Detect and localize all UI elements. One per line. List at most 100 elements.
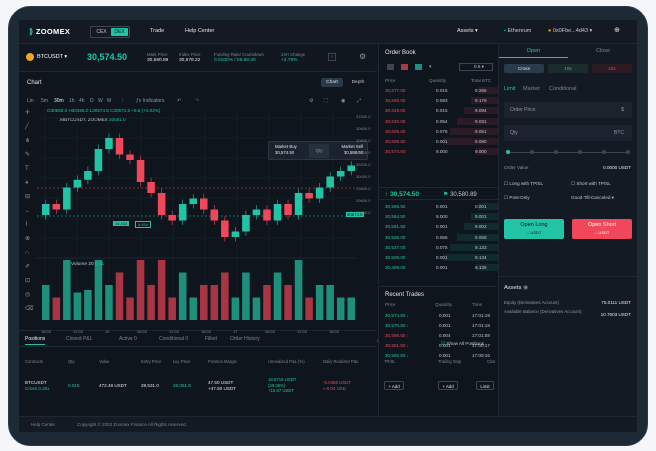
positions-tab[interactable]: Positions [25,336,46,345]
ob-precision-select[interactable]: 0.5 ▾ [459,63,493,71]
market-buy-button[interactable]: Market Buy 30,574.50 [275,144,297,155]
slider-step[interactable] [554,150,558,154]
cex-option[interactable]: CEX [96,29,107,35]
positions-tab[interactable]: Closed P&L [66,336,93,342]
ob-asks-view-icon[interactable] [401,64,408,70]
ob-row[interactable]: 30,566.50 0.001 0.001 [379,202,498,211]
ob-row[interactable]: 30,506.00 0.001 9.134 [379,253,498,262]
camera-icon[interactable]: ◉ [341,98,346,104]
nav-trade[interactable]: Trade [150,28,165,34]
eye-icon[interactable]: ◉ [523,285,529,291]
slider-step[interactable] [578,150,582,154]
magnet-icon[interactable]: ∩ [25,250,30,256]
chart-settings-icon[interactable]: ⚙ [309,98,314,104]
post-only-checkbox[interactable]: ☐ Post-Only [504,195,530,200]
long-tpsl-checkbox[interactable]: ☐ Long with TP/SL [504,181,544,186]
qty-slider[interactable] [507,152,629,153]
fullscreen-icon[interactable]: ⛶ [324,98,328,104]
positions-tab[interactable]: Filled [205,336,217,342]
settings-gear-icon[interactable]: ⚙ [359,52,367,61]
ob-more-icon[interactable]: ▾ [429,64,432,70]
candlestick-chart[interactable] [37,108,375,326]
tf-d[interactable]: D [90,98,94,104]
slider-step[interactable] [506,150,510,154]
candle-type-icon[interactable]: ⫶ [122,98,124,104]
measure-icon[interactable]: ⊟ [25,194,31,200]
leverage-short[interactable]: 10x [592,64,632,73]
ob-row[interactable]: 30,561.50 0.001 9.002 [379,222,498,231]
globe-icon[interactable]: ⊕ [614,27,620,34]
tab-close[interactable]: Close [595,48,611,54]
pitchfork-icon[interactable]: ⋔ [25,138,31,144]
ob-row[interactable]: 30,625.00 0.075 9.051 [379,127,498,136]
tf-5m[interactable]: 5m [41,98,48,104]
network-select[interactable]: ⬩ Ethereum [504,28,531,35]
ob-row[interactable]: 30,564.50 9.000 9.001 [379,212,498,221]
tf-1h[interactable]: 1h [69,98,75,104]
short-tpsl-checkbox[interactable]: ☐ Short with TP/SL [571,181,611,186]
ob-row[interactable]: 30,649.00 0.015 9.094 [379,106,498,115]
position-contract[interactable]: BTCUSDT Cross 0.25x [25,380,50,391]
order-type-limit[interactable]: Limit [504,86,516,92]
ob-row[interactable]: 30,556.00 0.056 9.058 [379,233,498,242]
lock-icon[interactable]: ⊡ [25,278,31,284]
trash-icon[interactable]: ⌫ [25,306,34,312]
zoomex-logo[interactable]: ⟫ ZOOMEX [29,27,70,36]
qty-input[interactable]: Qty BTC [504,125,632,141]
nav-help-center[interactable]: Help Center [185,28,215,34]
tf-line[interactable]: Lin [27,98,34,104]
ob-row[interactable]: 30,499.00 0.001 9.135 [379,263,498,272]
tab-depth[interactable]: Depth [351,80,365,85]
ob-row[interactable]: 30,640.00 0.054 9.031 [379,117,498,126]
tab-open[interactable]: Open [499,44,568,58]
margin-mode-cross[interactable]: Cross [504,64,544,73]
dex-option[interactable]: DEX [111,28,128,36]
brush-icon[interactable]: ✎ [25,152,31,158]
pattern-icon[interactable]: ⚹ [25,180,29,186]
ob-row[interactable]: 30,527.00 0.075 9.133 [379,243,498,252]
symbol-select[interactable]: BTCUSDT ▾ [37,54,68,60]
ruler-icon[interactable]: ⌇ [25,222,28,228]
pencil-icon[interactable]: ✐ [25,264,31,270]
positions-tab[interactable]: Conditional 0 [159,336,189,342]
redo-icon[interactable]: ↷ [195,98,200,104]
tf-30m[interactable]: 30m [54,98,64,104]
wallet-address[interactable]: ● 0x0Fbe...4d43 ▾ [548,28,593,34]
ob-row[interactable]: 30,660.00 0.083 9.179 [379,96,498,105]
slider-step[interactable] [626,150,630,154]
expand-icon[interactable]: ⤢ [357,98,362,104]
tf-4h[interactable]: 4h [79,98,85,104]
position-marker[interactable]: 16,433 [113,221,130,226]
leverage-long[interactable]: 10x [548,64,588,73]
ob-both-view-icon[interactable] [387,64,394,70]
slider-step[interactable] [602,150,606,154]
footer-help-center[interactable]: Help Center [31,422,56,427]
arrow-left-icon[interactable]: ← [25,208,31,214]
ob-row[interactable]: 30,596.50 0.001 9.080 [379,137,498,146]
text-icon[interactable]: T [25,166,29,172]
close-limit-button[interactable]: Limit [476,381,494,390]
open-short-button[interactable]: Open Short -- USDT [572,219,632,239]
assets-menu[interactable]: Assets ▾ [457,28,478,34]
ob-row[interactable]: 30,677.00 0.015 9.266 [379,86,498,95]
tf-m[interactable]: M [107,98,112,104]
trendline-icon[interactable]: ╱ [25,124,29,130]
quick-qty-input[interactable]: Qty [309,144,329,158]
time-in-force-select[interactable]: Good-Till-Canceled ▾ [571,195,614,200]
undo-icon[interactable]: ↶ [177,98,182,104]
slider-step[interactable] [530,150,534,154]
zoom-icon[interactable]: ⊕ [25,236,31,242]
order-type-market[interactable]: Market [523,86,540,92]
order-type-conditional[interactable]: Conditional [549,86,577,92]
show-all-positions-checkbox[interactable]: ☑ Show All Positions [441,341,484,346]
ob-bids-view-icon[interactable] [415,64,422,70]
add-tpsl-button[interactable]: + Add [384,381,404,390]
positions-tab[interactable]: Active 0 [119,336,137,342]
market-sell-button[interactable]: Market Sell 30,588.50 [341,144,364,155]
tf-w[interactable]: W [98,98,103,104]
cex-dex-toggle[interactable]: CEX DEX [90,26,130,38]
open-long-button[interactable]: Open Long -- USDT [504,219,564,239]
crosshair-icon[interactable]: ✛ [25,110,31,116]
order-price-input[interactable]: Order Price $ [504,102,632,118]
chevron-left-icon[interactable]: ‹ [328,53,336,61]
